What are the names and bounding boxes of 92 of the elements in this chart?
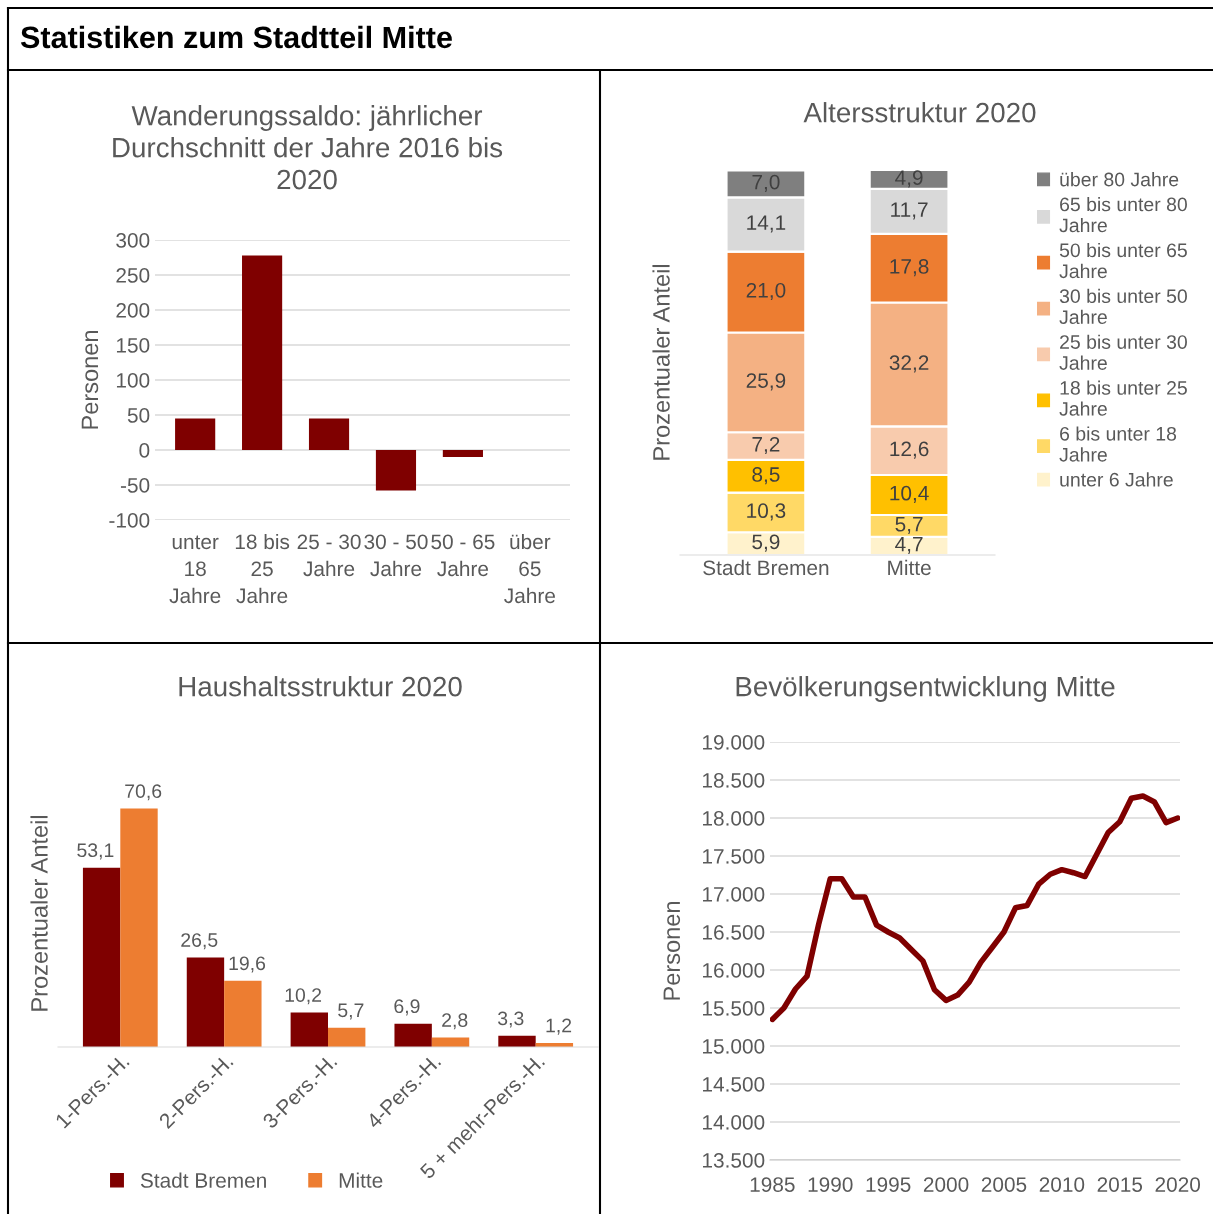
- x-tick-label: 1990: [808, 1177, 853, 1192]
- data-label: 5,7: [895, 516, 923, 534]
- y-tick-label: 300: [116, 233, 150, 248]
- y-tick-label: 16.500: [703, 925, 765, 940]
- bar: [175, 418, 216, 450]
- x-tick-label: 2010: [1039, 1177, 1085, 1192]
- text: Statistiken zum Stadtteil Mitte: [20, 25, 452, 49]
- bar: [442, 450, 483, 457]
- x-tick-label: Mitte: [888, 559, 931, 576]
- y-tick-label: 100: [116, 373, 150, 388]
- bar: [242, 255, 283, 450]
- data-label: 6,9: [394, 999, 420, 1016]
- y-tick-label: 200: [116, 303, 150, 318]
- bar: [308, 418, 350, 450]
- y-tick-label: -100: [109, 513, 150, 528]
- legend-label: 30 bis unter 50 Jahre: [1059, 288, 1187, 325]
- data-label: 7,0: [752, 174, 780, 192]
- x-tick-label: Stadt Bremen: [703, 559, 829, 576]
- legend-label: 18 bis unter 25 Jahre: [1059, 380, 1187, 416]
- data-label: 5,7: [338, 1003, 364, 1020]
- x-tick-label: 2005: [981, 1177, 1027, 1192]
- legend-label: 50 bis unter 65 Jahre: [1059, 242, 1187, 279]
- y-tick-label: 17.500: [703, 849, 765, 864]
- data-label: 14,1: [747, 215, 786, 233]
- x-tick-label: unter 18 Jahre: [169, 535, 221, 604]
- y-tick-label: 50: [127, 408, 150, 423]
- data-label: 26,5: [181, 933, 218, 950]
- legend-label: unter 6 Jahre: [1060, 472, 1173, 487]
- x-tick-label: 18 bis 25 Jahre: [235, 533, 290, 604]
- data-label: 10,2: [285, 988, 322, 1005]
- y-tick-label: 16.000: [703, 963, 765, 978]
- y-tick-label: 13.500: [703, 1153, 765, 1168]
- data-label: 3,3: [498, 1011, 524, 1028]
- data-label: 19,6: [229, 956, 266, 973]
- data-label: 12,6: [890, 441, 929, 459]
- bar: [328, 1027, 366, 1047]
- bar: [186, 957, 225, 1047]
- y-axis-title: Personen: [81, 330, 99, 429]
- legend-label: über 80 Jahre: [1060, 172, 1179, 187]
- y-axis-title: Personen: [663, 901, 681, 1000]
- data-label: 53,1: [77, 843, 114, 860]
- bar: [290, 1012, 328, 1047]
- y-axis-title: Prozentualer Anteil: [652, 264, 670, 460]
- y-tick-label: 18.000: [703, 811, 765, 826]
- bar: [394, 1023, 432, 1047]
- chart-title: Bevölkerungsentwicklung Mitte: [736, 676, 1115, 702]
- data-label: 10,3: [747, 503, 786, 521]
- bar: [82, 867, 121, 1047]
- data-label: 1,2: [546, 1018, 572, 1035]
- x-tick-label: 25 - 30 Jahre: [297, 534, 361, 577]
- data-label: 25,9: [746, 373, 786, 391]
- y-tick-label: 18.500: [703, 773, 765, 788]
- x-tick-label: 1985: [750, 1177, 795, 1192]
- data-label: 8,5: [752, 467, 780, 485]
- y-axis-title: Prozentualer Anteil: [30, 815, 48, 1011]
- data-label: 4,7: [895, 537, 923, 555]
- y-tick-label: 17.000: [703, 887, 765, 902]
- x-tick-label: 1995: [866, 1177, 911, 1192]
- data-label: 4,9: [895, 170, 923, 188]
- y-tick-label: 15.000: [703, 1039, 765, 1054]
- x-tick-label: 50 - 65 Jahre: [431, 534, 495, 577]
- data-label: 32,2: [889, 355, 929, 373]
- data-label: 11,7: [891, 202, 928, 220]
- legend-label: 65 bis unter 80 Jahre: [1059, 197, 1187, 233]
- legend-label: 25 bis unter 30 Jahre: [1059, 334, 1187, 370]
- data-label: 21,0: [746, 282, 786, 301]
- y-tick-label: 150: [116, 338, 150, 353]
- data-label: 70,6: [125, 784, 162, 801]
- y-tick-label: 14.000: [703, 1115, 765, 1130]
- x-tick-label: über 65 Jahre: [504, 533, 555, 604]
- x-tick-label: 2020: [1155, 1177, 1201, 1192]
- bar: [498, 1035, 536, 1047]
- bar: [120, 808, 158, 1047]
- chart-title: Altersstruktur 2020: [803, 102, 1036, 123]
- y-tick-label: 250: [116, 268, 150, 283]
- data-label: 7,2: [752, 436, 780, 455]
- y-tick-label: 19.000: [703, 735, 765, 750]
- y-tick-label: 0: [139, 443, 150, 458]
- data-label: 2,8: [442, 1013, 468, 1030]
- data-label: 5,9: [752, 534, 780, 552]
- chart-title: Wanderungssaldo: jährlicher Durchschnitt der Jahre 2016 bis 2020: [113, 105, 503, 190]
- y-tick-label: -50: [120, 478, 150, 493]
- chart-title: Haushaltsstruktur 2020: [179, 676, 462, 697]
- bar: [375, 450, 417, 491]
- x-tick-label: 2000: [923, 1177, 969, 1192]
- x-tick-label: 30 - 50 Jahre: [364, 534, 428, 577]
- data-label: 17,8: [890, 259, 929, 277]
- bar: [224, 980, 262, 1047]
- y-tick-label: 15.500: [703, 1001, 765, 1016]
- y-tick-label: 14.500: [703, 1077, 765, 1092]
- data-label: 10,4: [890, 485, 929, 503]
- x-tick-label: 2015: [1097, 1177, 1143, 1192]
